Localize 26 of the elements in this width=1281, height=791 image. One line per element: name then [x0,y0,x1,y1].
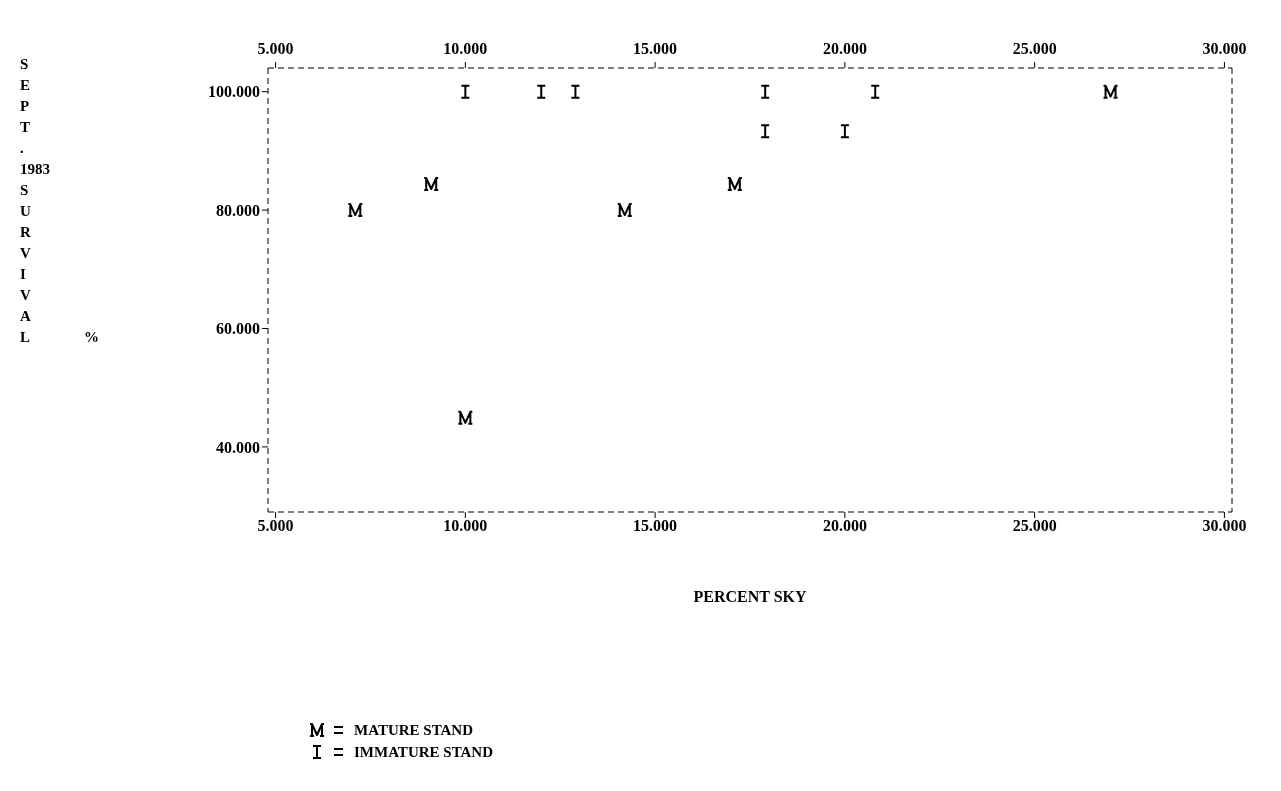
x-tick-label: 25.000 [1012,517,1057,535]
x-axis-title: PERCENT SKY [693,588,807,605]
y-tick-label: 100.000 [208,83,260,101]
x2-tick-label: 30.000 [1202,40,1247,57]
x2-tick-label: 25.000 [1012,40,1057,57]
x-tick-label: 15.000 [633,517,678,535]
x-tick-label: 10.000 [443,517,488,535]
x2-tick-label: 20.000 [822,40,867,57]
x2-tick-label: 5.000 [257,40,294,57]
y-tick-label: 60.000 [216,320,260,338]
x-tick-label: 20.000 [822,517,867,535]
x-tick-label: 30.000 [1202,517,1247,535]
y-tick-label: 80.000 [216,201,260,219]
x-tick-label: 5.000 [257,517,294,535]
x2-tick-label: 15.000 [633,40,678,57]
point [726,177,743,192]
point [1102,84,1119,99]
point [457,410,474,425]
text: SEPT. 1983 SURVIVAL % [20,56,99,345]
point [616,203,633,218]
legend-label: IMMATURE STAND [354,743,494,762]
legend-label: MATURE STAND [354,721,474,740]
point [347,203,364,218]
y-tick-label: 40.000 [216,438,260,456]
point [423,177,440,192]
x2-tick-label: 10.000 [443,40,488,57]
